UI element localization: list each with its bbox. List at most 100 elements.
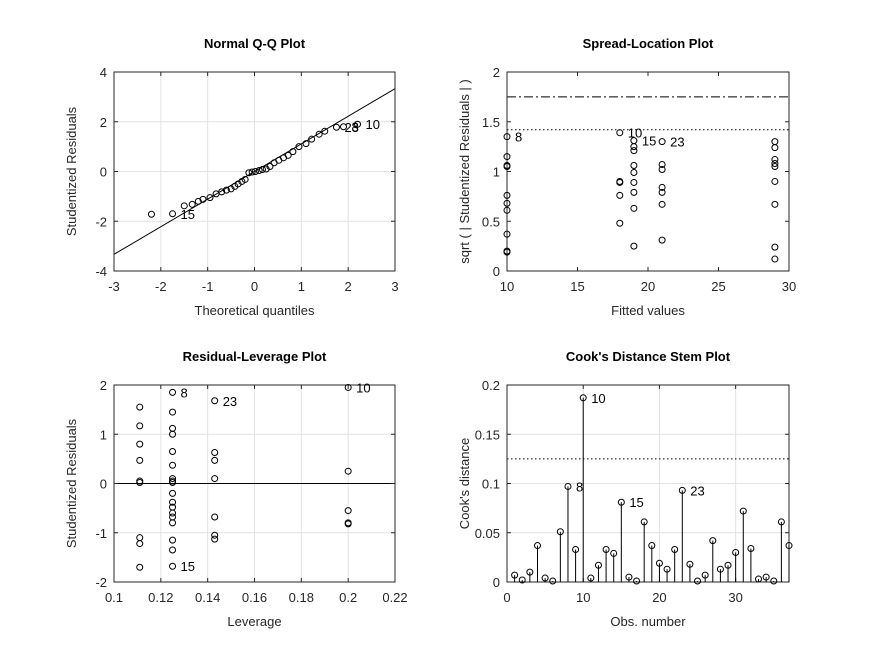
data-point	[169, 509, 177, 517]
data-point	[169, 479, 177, 487]
data-point	[771, 255, 779, 263]
data-point	[503, 133, 511, 141]
data-point	[289, 148, 297, 156]
point-label: 8	[576, 479, 583, 494]
data-point	[625, 573, 633, 581]
data-point	[344, 467, 352, 475]
data-point	[587, 574, 595, 582]
data-point	[518, 576, 526, 584]
data-point	[255, 167, 263, 175]
data-point	[169, 475, 177, 483]
data-point	[308, 135, 316, 143]
x-tick-label: 0.2	[339, 590, 357, 605]
data-point	[302, 140, 310, 148]
y-tick-label: 0.5	[482, 214, 500, 229]
y-tick-label: 0.05	[475, 526, 500, 541]
x-tick-label: 0.22	[382, 590, 407, 605]
x-axis-label: Fitted values	[611, 303, 685, 318]
data-point	[785, 542, 793, 550]
y-tick-label: 2	[100, 115, 107, 130]
data-point	[671, 545, 679, 553]
point-label: 15	[629, 495, 643, 510]
data-point	[188, 200, 196, 208]
point-label: 23	[344, 120, 358, 135]
data-point	[211, 448, 219, 456]
data-point	[739, 507, 747, 515]
data-point	[136, 479, 144, 487]
data-point	[206, 194, 214, 202]
data-point	[658, 200, 666, 208]
x-tick-label: 30	[782, 279, 796, 294]
data-point	[344, 507, 352, 515]
x-tick-label: 0.12	[148, 590, 173, 605]
y-tick-label: 0.1	[482, 477, 500, 492]
data-point	[211, 475, 219, 483]
y-tick-label: -4	[95, 264, 107, 279]
point-label: 10	[628, 126, 642, 141]
point-label: 8	[515, 130, 522, 145]
data-point	[354, 120, 362, 128]
x-tick-label: 10	[500, 279, 514, 294]
data-point	[658, 183, 666, 191]
data-point	[321, 127, 329, 135]
data-point	[602, 545, 610, 553]
data-point	[771, 144, 779, 152]
data-point	[610, 549, 618, 557]
y-tick-label: 2	[493, 65, 500, 80]
data-point	[136, 440, 144, 448]
x-tick-label: 0.18	[289, 590, 314, 605]
x-tick-label: 30	[728, 590, 742, 605]
data-point	[169, 519, 177, 527]
y-tick-label: 0.2	[482, 378, 500, 393]
chart-title: Spread-Location Plot	[583, 36, 714, 51]
data-point	[594, 561, 602, 569]
data-point	[732, 548, 740, 556]
y-tick-label: 0	[100, 477, 107, 492]
data-point	[245, 169, 253, 177]
y-tick-label: 2	[100, 378, 107, 393]
data-point	[248, 168, 256, 176]
data-point	[222, 186, 230, 194]
y-tick-label: 1.5	[482, 115, 500, 130]
data-point	[136, 403, 144, 411]
data-point	[755, 575, 763, 583]
data-point	[617, 498, 625, 506]
data-point	[199, 195, 207, 203]
data-point	[686, 560, 694, 568]
data-point	[724, 561, 732, 569]
data-point	[658, 236, 666, 244]
data-point	[169, 388, 177, 396]
data-point	[771, 163, 779, 171]
data-point	[251, 168, 259, 175]
data-point	[616, 178, 624, 186]
data-point	[136, 540, 144, 548]
x-tick-label: 20	[641, 279, 655, 294]
data-point	[630, 162, 638, 170]
x-tick-label: 20	[652, 590, 666, 605]
data-point	[136, 563, 144, 571]
x-axis-label: Leverage	[227, 614, 281, 629]
x-tick-label: 10	[576, 590, 590, 605]
data-point	[658, 138, 666, 146]
x-tick-label: -1	[202, 279, 214, 294]
data-point	[503, 230, 511, 238]
data-point	[655, 559, 663, 567]
x-axis-label: Theoretical quantiles	[195, 303, 315, 318]
y-tick-label: 1	[493, 165, 500, 180]
data-point	[630, 242, 638, 250]
x-tick-label: -3	[108, 279, 120, 294]
data-point	[332, 123, 340, 131]
y-axis-label: Studentized Residuals	[64, 418, 79, 548]
x-tick-label: 3	[391, 279, 398, 294]
data-point	[663, 565, 671, 573]
data-point	[503, 163, 511, 171]
data-point	[169, 210, 177, 218]
data-point	[630, 204, 638, 212]
data-point	[136, 422, 144, 430]
data-point	[762, 573, 770, 581]
y-tick-label: 1	[100, 427, 107, 442]
data-point	[503, 191, 511, 199]
data-point	[630, 143, 638, 151]
